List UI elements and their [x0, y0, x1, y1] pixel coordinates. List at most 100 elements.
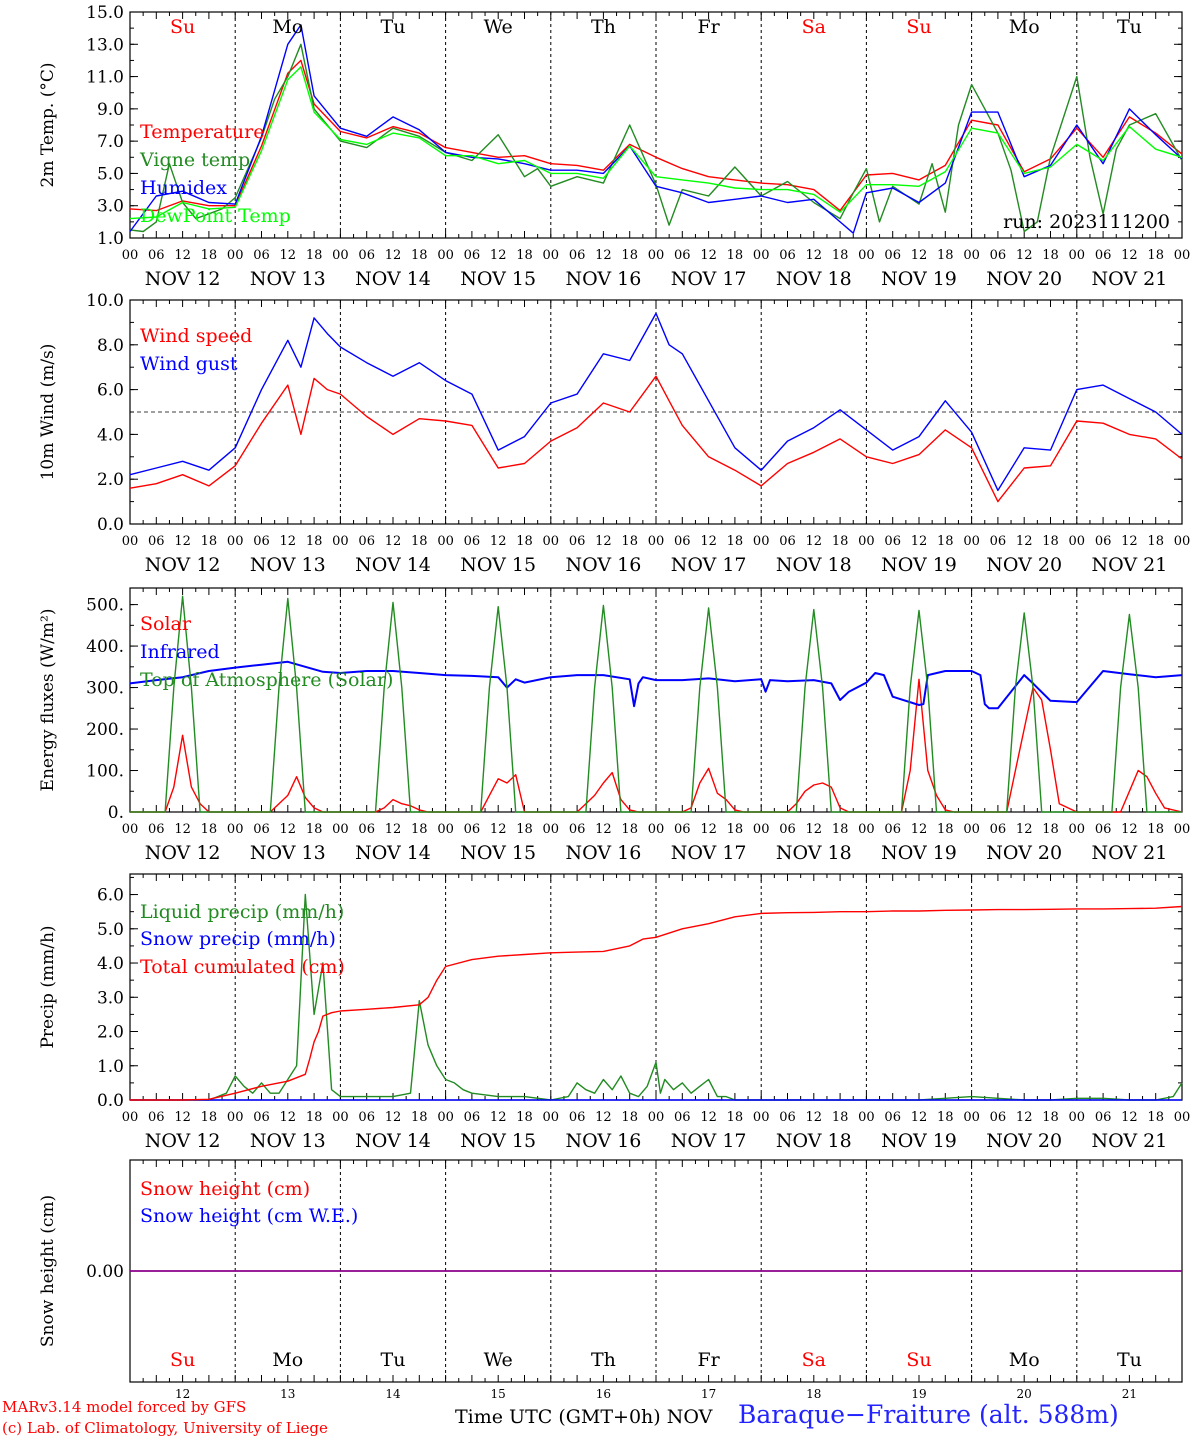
- y-tick-label: 7.0: [97, 132, 124, 152]
- day-number: 20: [1017, 1387, 1032, 1401]
- x-tick-label: 18: [516, 1110, 533, 1125]
- y-tick-label: 1.0: [97, 229, 124, 249]
- day-name: Mo: [1009, 16, 1040, 38]
- x-tick-label: 00: [648, 248, 665, 263]
- series-line-liquid-precip-mm-h-: [130, 893, 1183, 1101]
- day-number: 14: [385, 1387, 401, 1401]
- x-tick-label: 18: [832, 1110, 849, 1125]
- y-tick-label: 300.: [86, 679, 124, 699]
- x-tick-label: 12: [700, 534, 717, 549]
- series-line-humidex: [129, 24, 1183, 234]
- date-label: NOV 17: [671, 268, 747, 290]
- date-label: NOV 18: [776, 1130, 852, 1152]
- x-tick-label: 18: [411, 822, 428, 837]
- x-tick-label: 06: [464, 534, 481, 549]
- x-tick-label: 00: [648, 1110, 665, 1125]
- date-label: NOV 12: [145, 554, 221, 576]
- x-tick-label: 06: [358, 248, 375, 263]
- date-label: NOV 17: [671, 1130, 747, 1152]
- panel-snow: 0.00 Snow height (cm) Snow height (cm) Snow…: [38, 1159, 1183, 1401]
- date-label: NOV 15: [460, 1130, 536, 1152]
- y-tick-label: 2.0: [97, 470, 124, 490]
- series-line-total-cumulated-cm-: [130, 905, 1183, 1101]
- x-tick-label: 00: [122, 822, 139, 837]
- date-label: NOV 14: [355, 554, 431, 576]
- y-axis-label: 10m Wind (m/s): [38, 344, 58, 481]
- date-label: NOV 16: [565, 554, 641, 576]
- x-tick-label: 12: [595, 534, 612, 549]
- x-tick-label: 12: [280, 1110, 297, 1125]
- date-label: NOV 20: [986, 1130, 1062, 1152]
- x-tick-label: 06: [464, 1110, 481, 1125]
- date-label: NOV 18: [776, 842, 852, 864]
- x-tick-label: 12: [1016, 248, 1033, 263]
- day-name: Su: [906, 1349, 931, 1371]
- x-axis-title: Time UTC (GMT+0h) NOV: [455, 1406, 712, 1428]
- x-tick-label: 00: [858, 248, 875, 263]
- x-tick-label: 06: [674, 248, 691, 263]
- x-tick-label: 00: [122, 1110, 139, 1125]
- legend-liquid-precip-mm-h-: Liquid precip (mm/h): [140, 901, 344, 923]
- y-tick-label: 0.00: [86, 1262, 124, 1282]
- x-tick-label: 12: [1121, 1110, 1138, 1125]
- x-tick-label: 06: [464, 248, 481, 263]
- x-tick-label: 00: [753, 1110, 770, 1125]
- date-label: NOV 13: [250, 842, 326, 864]
- legend-snow-precip-mm-h-: Snow precip (mm/h): [140, 928, 336, 950]
- x-tick-label: 18: [832, 822, 849, 837]
- x-tick-label: 18: [621, 822, 638, 837]
- day-name: Su: [906, 16, 931, 38]
- x-tick-label: 18: [937, 248, 954, 263]
- day-name: Tu: [381, 16, 406, 38]
- x-tick-label: 12: [595, 1110, 612, 1125]
- x-tick-label: 00: [227, 534, 244, 549]
- x-tick-label: 00: [648, 534, 665, 549]
- day-number: 15: [491, 1387, 506, 1401]
- x-tick-label: 12: [385, 822, 402, 837]
- x-tick-label: 12: [700, 248, 717, 263]
- x-tick-label: 00: [543, 534, 560, 549]
- x-tick-label: 12: [280, 248, 297, 263]
- y-axis-label: Snow height (cm): [38, 1195, 58, 1347]
- series-line-vigne-temp: [129, 43, 1183, 233]
- date-label: NOV 19: [881, 554, 957, 576]
- y-tick-label: 3.0: [97, 197, 124, 217]
- x-tick-label: 00: [1069, 248, 1086, 263]
- y-tick-label: 11.0: [86, 68, 124, 88]
- legend-snow-height-cm-w-e-: Snow height (cm W.E.): [140, 1205, 358, 1227]
- y-tick-label: 10.0: [86, 291, 124, 311]
- x-tick-label: 06: [1095, 534, 1112, 549]
- day-name: Mo: [1009, 1349, 1040, 1371]
- x-tick-label: 12: [806, 822, 823, 837]
- x-tick-label: 00: [858, 822, 875, 837]
- y-tick-label: 1.0: [97, 1057, 124, 1077]
- y-tick-label: 0.0: [97, 515, 124, 535]
- date-label: NOV 21: [1091, 268, 1167, 290]
- x-tick-label: 18: [1042, 248, 1059, 263]
- day-number: 13: [280, 1387, 295, 1401]
- date-label: NOV 21: [1091, 554, 1167, 576]
- date-label: NOV 19: [881, 1130, 957, 1152]
- y-tick-label: 4.0: [97, 425, 124, 445]
- x-tick-label: 00: [543, 248, 560, 263]
- day-number: 18: [806, 1387, 821, 1401]
- x-tick-label: 12: [385, 534, 402, 549]
- x-tick-label: 00: [332, 1110, 349, 1125]
- series-line-wind-gust: [129, 312, 1183, 492]
- x-tick-label: 06: [1095, 248, 1112, 263]
- y-axis-label: 2m Temp. (°C): [38, 62, 58, 187]
- date-label: NOV 16: [565, 1130, 641, 1152]
- x-tick-label: 06: [779, 822, 796, 837]
- series-line-top-of-atmosphere-solar-: [130, 595, 1182, 813]
- x-tick-label: 12: [1016, 1110, 1033, 1125]
- x-tick-label: 12: [911, 822, 928, 837]
- x-tick-label: 06: [358, 534, 375, 549]
- x-tick-label: 12: [174, 1110, 191, 1125]
- x-tick-label: 06: [990, 1110, 1007, 1125]
- station-label: Baraque−Fraiture (alt. 588m): [738, 1400, 1119, 1429]
- x-tick-label: 18: [621, 1110, 638, 1125]
- y-tick-label: 5.0: [97, 164, 124, 184]
- legend-wind-gust: Wind gust: [140, 353, 238, 375]
- day-number: 21: [1122, 1387, 1137, 1401]
- x-tick-label: 12: [595, 822, 612, 837]
